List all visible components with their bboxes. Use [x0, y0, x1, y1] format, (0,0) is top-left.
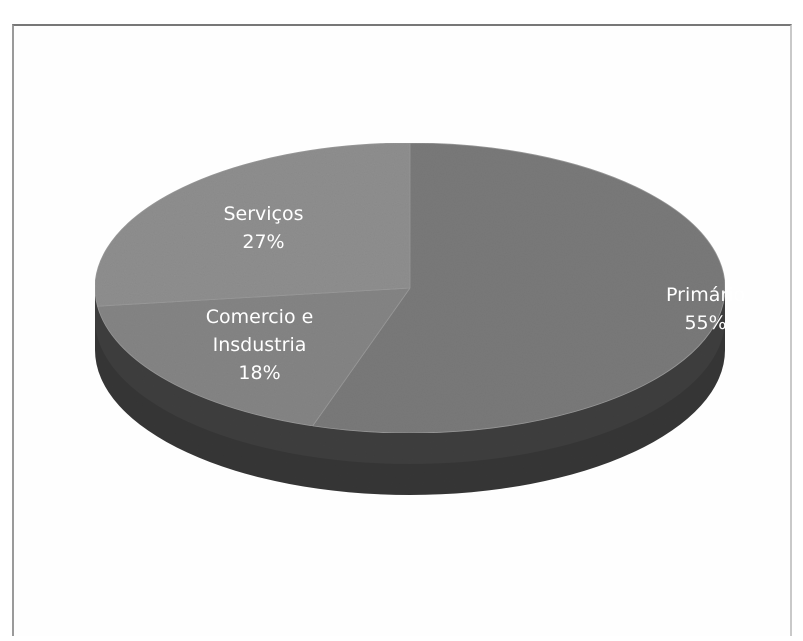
- slice-category-label: Primário: [666, 284, 745, 306]
- slice-label-1: Comercio e Insdustria 18%: [206, 306, 314, 384]
- pie-labels: Primário 55% Comercio e Insdustria 18% Serviç…: [206, 203, 745, 384]
- slice-value-label: 55%: [684, 312, 726, 334]
- pie-slices: [94, 142, 726, 434]
- slice-category-label: Serviços: [223, 203, 303, 225]
- slice-value-label: 27%: [242, 231, 284, 253]
- pie-side-walls: [95, 288, 725, 495]
- pie-slice-1: [96, 287, 411, 427]
- slice-category-label: Comercio e: [206, 306, 314, 328]
- pie-slice-0: [311, 142, 726, 434]
- slice-label-2: Serviços 27%: [223, 203, 303, 253]
- slice-category-label: Insdustria: [213, 334, 307, 356]
- pie-side-shade: [95, 319, 725, 495]
- slice-value-label: 18%: [238, 362, 280, 384]
- slice-label-0: Primário 55%: [666, 284, 745, 334]
- pie-slice-2: [94, 142, 411, 307]
- pie-side-wall: [95, 288, 725, 495]
